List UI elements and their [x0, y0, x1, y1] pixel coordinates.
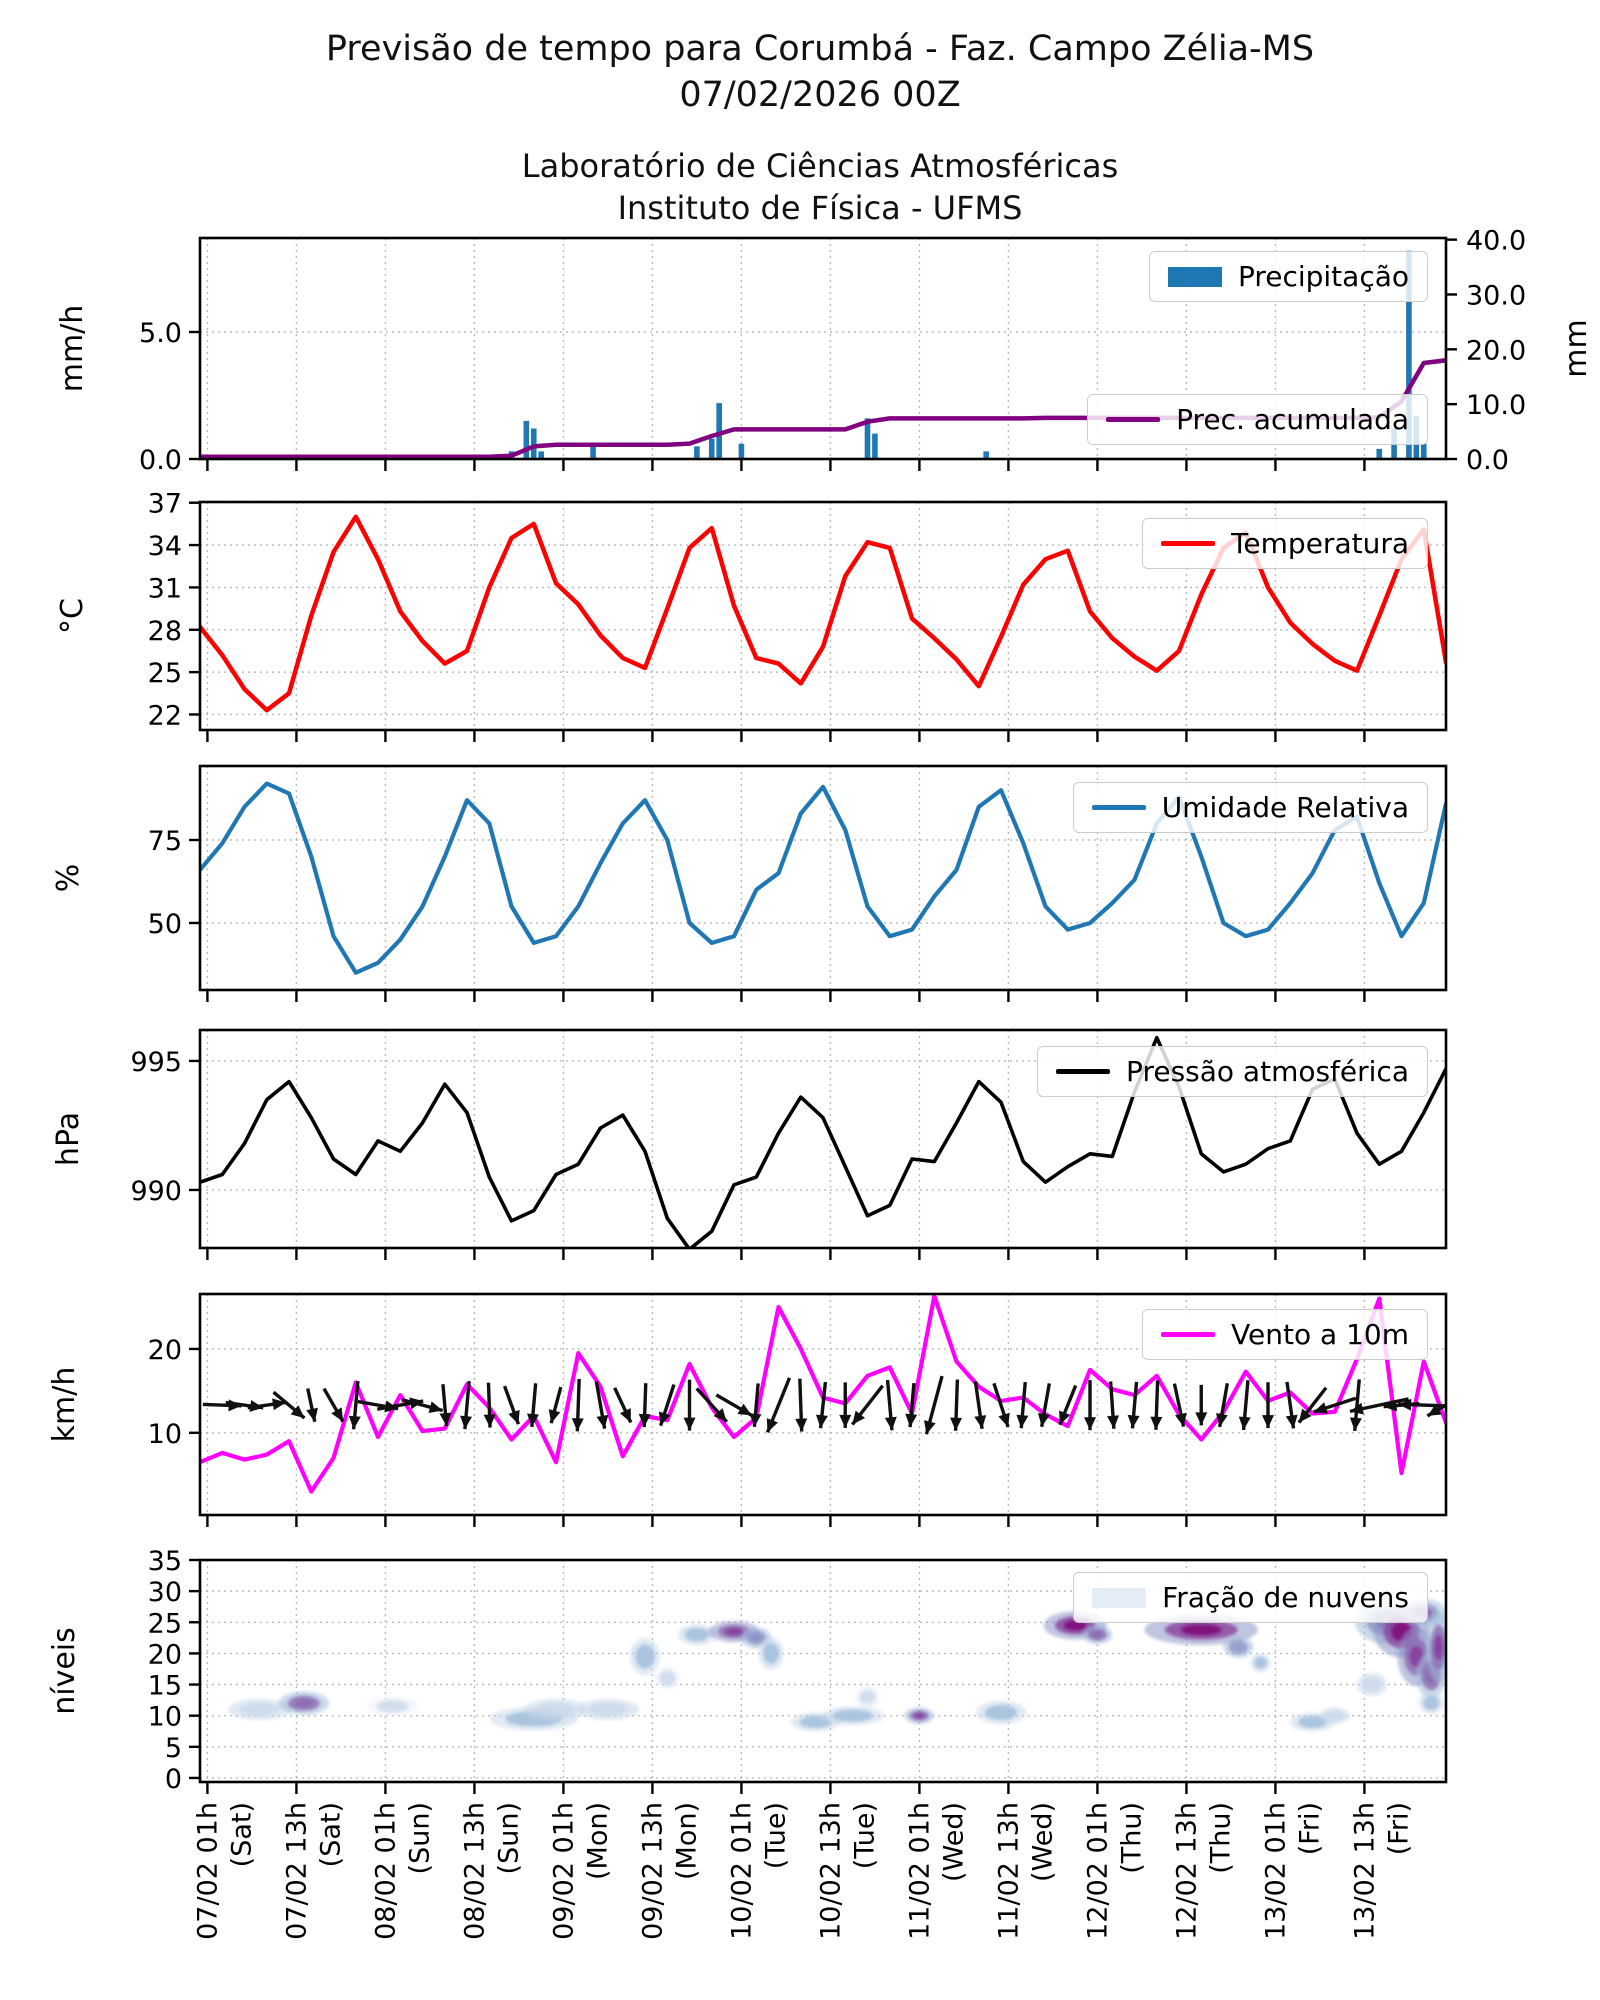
svg-text:12/02 01h(Thu): 12/02 01h (Thu) [1082, 1802, 1147, 1940]
svg-text:07/02 01h(Sat): 07/02 01h (Sat) [192, 1802, 257, 1940]
svg-text:10/02 01h(Tue): 10/02 01h (Tue) [726, 1802, 791, 1940]
svg-text:15: 15 [148, 1671, 182, 1702]
legend-pressure-label: Pressão atmosférica [1126, 1055, 1409, 1088]
subtitle-line1: Laboratório de Ciências Atmosféricas [521, 147, 1119, 185]
svg-text:990: 990 [130, 1176, 182, 1207]
legend-humidity-label: Umidade Relativa [1161, 791, 1409, 824]
svg-text:40.0: 40.0 [1466, 226, 1526, 257]
svg-text:09/02 01h(Mon): 09/02 01h (Mon) [548, 1802, 613, 1940]
svg-text:10/02 13h(Tue): 10/02 13h (Tue) [815, 1802, 880, 1940]
svg-text:25: 25 [148, 658, 182, 689]
svg-text:31: 31 [148, 573, 182, 604]
panel-precipitation: 5.0 0.0 40.0 30.0 20.0 10.0 0.0 mm/h mm [55, 226, 1594, 476]
legend-temperature: Temperatura [1142, 518, 1428, 569]
svg-text:12/02 13h(Thu): 12/02 13h (Thu) [1171, 1802, 1236, 1940]
legend-pressure: Pressão atmosférica [1037, 1046, 1428, 1097]
svg-text:09/02 13h(Mon): 09/02 13h (Mon) [637, 1802, 702, 1940]
x-axis-labels: 07/02 01h (Sat) 07/02 13h (Sat) 08/02 01h (Su… [192, 1802, 1414, 1940]
panel-relative_humidity: 75 50% [51, 764, 1448, 1002]
svg-text:11/02 13h(Wed): 11/02 13h (Wed) [993, 1802, 1058, 1940]
svg-text:37: 37 [148, 489, 182, 520]
legend-accumulated-precipitation: Prec. acumulada [1087, 394, 1428, 445]
svg-text:08/02 01h(Sun): 08/02 01h (Sun) [370, 1802, 435, 1940]
svg-text:13/02 13h(Fri): 13/02 13h (Fri) [1349, 1802, 1414, 1940]
title-line2: 07/02/2026 00Z [679, 75, 961, 116]
pressure-line-icon [1056, 1069, 1111, 1074]
legend-wind-label: Vento a 10m [1231, 1318, 1409, 1351]
figure-title: Previsão de tempo para Corumbá - Faz. Ca… [0, 26, 1600, 118]
svg-text:5.0: 5.0 [139, 318, 182, 349]
legend-humidity: Umidade Relativa [1072, 782, 1428, 833]
svg-text:0.0: 0.0 [1466, 445, 1509, 476]
svg-text:km/h: km/h [47, 1367, 82, 1443]
svg-text:35: 35 [148, 1546, 182, 1577]
title-line1: Previsão de tempo para Corumbá - Faz. Ca… [325, 29, 1315, 69]
svg-text:08/02 13h(Sun): 08/02 13h (Sun) [459, 1802, 524, 1940]
svg-text:níveis: níveis [47, 1627, 82, 1715]
svg-text:%: % [51, 864, 86, 893]
svg-text:07/02 13h(Sat): 07/02 13h (Sat) [281, 1802, 346, 1940]
svg-text:mm: mm [1559, 319, 1594, 377]
legend-temperature-label: Temperatura [1231, 527, 1409, 560]
svg-text:20: 20 [148, 1335, 182, 1366]
humidity-line-icon [1091, 805, 1146, 810]
svg-text:mm/h: mm/h [55, 305, 90, 393]
svg-text:11/02 01h(Wed): 11/02 01h (Wed) [904, 1802, 969, 1940]
svg-text:5: 5 [165, 1733, 182, 1764]
svg-text:50: 50 [148, 909, 182, 940]
wind-line-icon [1161, 1332, 1216, 1337]
temperature-line-icon [1161, 541, 1216, 546]
svg-text:25: 25 [148, 1608, 182, 1639]
accumulated-line-icon [1106, 417, 1161, 422]
svg-text:°C: °C [55, 598, 90, 634]
figure-subtitle: Laboratório de Ciências Atmosféricas Ins… [0, 146, 1600, 229]
svg-text:28: 28 [148, 616, 182, 647]
svg-text:995: 995 [130, 1047, 182, 1078]
legend-precipitation-label: Precipitação [1237, 260, 1409, 293]
svg-text:34: 34 [148, 531, 182, 562]
svg-text:0: 0 [165, 1764, 182, 1795]
legend-wind: Vento a 10m [1142, 1309, 1428, 1360]
svg-text:10.0: 10.0 [1466, 390, 1526, 421]
precipitation-swatch-icon [1167, 266, 1222, 287]
svg-text:30: 30 [148, 1577, 182, 1608]
legend-cloud-label: Fração de nuvens [1162, 1581, 1409, 1614]
svg-text:30.0: 30.0 [1466, 280, 1526, 311]
legend-cloud-fraction: Fração de nuvens [1073, 1572, 1428, 1623]
svg-text:10: 10 [148, 1702, 182, 1733]
svg-text:13/02 01h(Fri): 13/02 01h (Fri) [1260, 1802, 1325, 1940]
svg-text:0.0: 0.0 [139, 445, 182, 476]
svg-text:hPa: hPa [51, 1112, 86, 1166]
cloud-fraction-swatch-icon [1092, 1587, 1147, 1608]
svg-text:20: 20 [148, 1639, 182, 1670]
legend-accumulated-label: Prec. acumulada [1176, 403, 1409, 436]
legend-precipitation: Precipitação [1148, 251, 1428, 302]
svg-text:10: 10 [148, 1419, 182, 1450]
subtitle-line2: Instituto de Física - UFMS [617, 188, 1023, 227]
panel-wind_10m: 20 10 km/h [47, 1292, 1448, 1527]
svg-text:20.0: 20.0 [1466, 335, 1526, 366]
svg-text:75: 75 [148, 826, 182, 857]
svg-text:22: 22 [148, 700, 182, 731]
